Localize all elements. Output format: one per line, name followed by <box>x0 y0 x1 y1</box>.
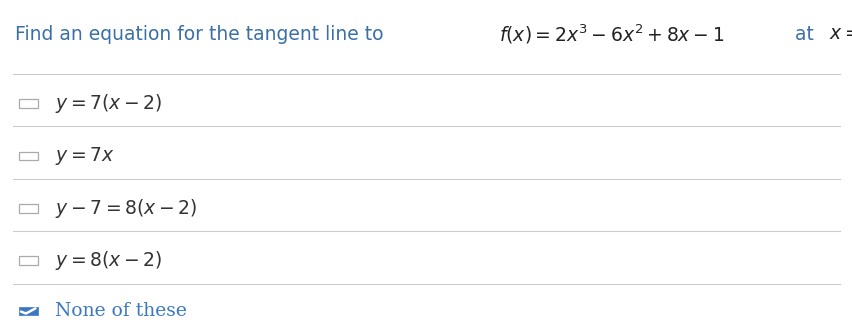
Text: $f(x) = 2x^3 - 6x^2 + 8x - 1$: $f(x) = 2x^3 - 6x^2 + 8x - 1$ <box>498 23 723 46</box>
Text: Find an equation for the tangent line to: Find an equation for the tangent line to <box>15 25 389 44</box>
Text: None of these: None of these <box>55 302 187 320</box>
Text: $y - 7 = 8(x - 2)$: $y - 7 = 8(x - 2)$ <box>55 197 198 220</box>
Bar <box>19 99 37 108</box>
Bar <box>19 152 37 160</box>
Text: $x = 2$: $x = 2$ <box>828 26 852 43</box>
Text: $y = 8(x - 2)$: $y = 8(x - 2)$ <box>55 249 163 272</box>
Bar <box>19 256 37 265</box>
Bar <box>19 307 37 315</box>
Text: at: at <box>788 25 819 44</box>
Text: $y = 7x$: $y = 7x$ <box>55 145 115 167</box>
Bar <box>19 204 37 213</box>
Text: $y = 7(x - 2)$: $y = 7(x - 2)$ <box>55 92 163 115</box>
